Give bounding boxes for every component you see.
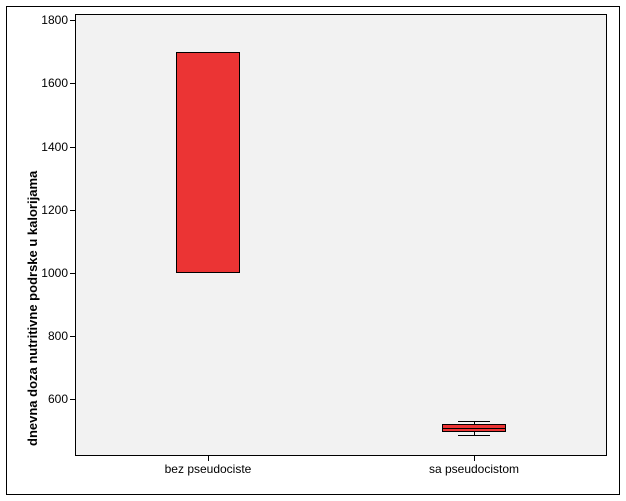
- y-tick-label: 1400: [40, 140, 68, 154]
- y-tick-label: 1800: [40, 13, 68, 27]
- y-tick-mark: [70, 210, 75, 211]
- box: [176, 52, 240, 273]
- plot-area: [75, 14, 607, 456]
- y-tick-label: 600: [40, 392, 68, 406]
- median-line: [442, 428, 506, 429]
- whisker-cap-lower: [458, 435, 490, 436]
- y-tick-mark: [70, 399, 75, 400]
- y-tick-label: 1200: [40, 203, 68, 217]
- x-tick-label: sa pseudocistom: [429, 462, 519, 476]
- y-tick-label: 1000: [40, 266, 68, 280]
- y-tick-mark: [70, 336, 75, 337]
- y-tick-label: 800: [40, 329, 68, 343]
- x-tick-label: bez pseudociste: [165, 462, 252, 476]
- x-tick-mark: [474, 456, 475, 461]
- y-tick-mark: [70, 83, 75, 84]
- y-tick-mark: [70, 273, 75, 274]
- y-tick-mark: [70, 20, 75, 21]
- x-tick-mark: [208, 456, 209, 461]
- y-tick-label: 1600: [40, 76, 68, 90]
- y-tick-mark: [70, 147, 75, 148]
- y-axis-label: dnevna doza nutritivne podrske u kalorij…: [25, 171, 40, 446]
- median-line: [176, 52, 240, 53]
- whisker-cap-upper: [458, 421, 490, 422]
